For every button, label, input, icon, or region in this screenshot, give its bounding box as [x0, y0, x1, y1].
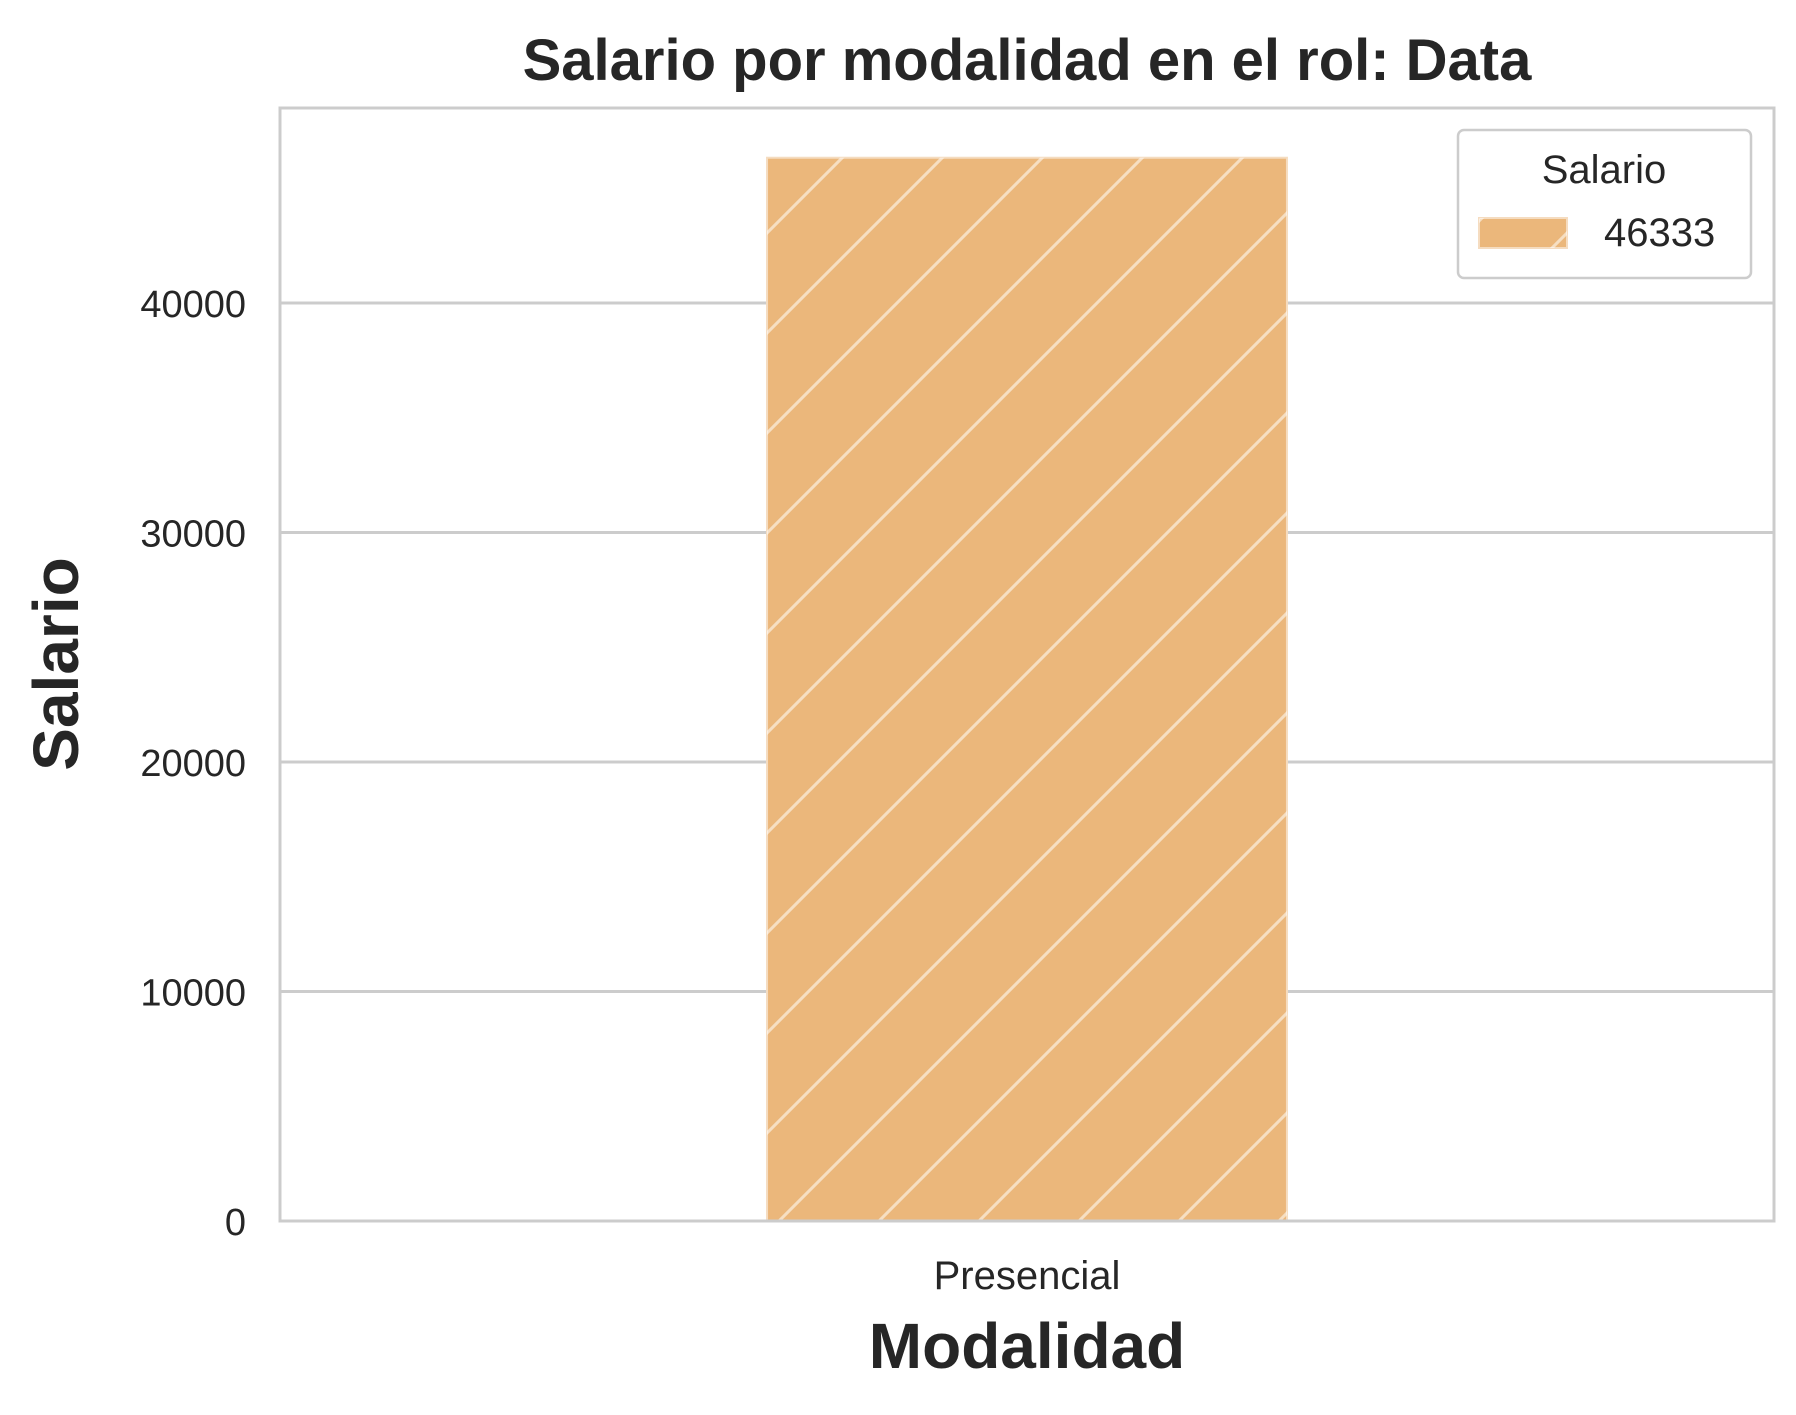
plot-frame	[278, 106, 1776, 1223]
bars	[766, 156, 1288, 1223]
x-axis-label: Modalidad	[869, 1310, 1185, 1382]
x-tick-labels: Presencial	[934, 1254, 1121, 1298]
y-tick-label: 30000	[140, 514, 246, 556]
legend-title: Salario	[1542, 148, 1667, 192]
legend-entries: 46333	[1478, 211, 1715, 255]
y-tick-label: 20000	[140, 743, 246, 785]
y-tick-label: 10000	[140, 973, 246, 1015]
x-tick-label: Presencial	[934, 1254, 1121, 1298]
legend-entry-label: 46333	[1604, 211, 1715, 255]
y-axis-label: Salario	[20, 557, 92, 770]
y-tick-label: 40000	[140, 284, 246, 326]
legend: Salario 46333	[1456, 128, 1753, 280]
y-tick-labels: 0 10000 20000 30000 40000	[140, 284, 246, 1244]
bar-hatch	[767, 157, 1287, 1222]
chart-title: Salario por modalidad en el rol: Data	[523, 28, 1533, 93]
legend-swatch-hatch	[1479, 218, 1567, 248]
y-tick-label: 0	[225, 1202, 246, 1244]
